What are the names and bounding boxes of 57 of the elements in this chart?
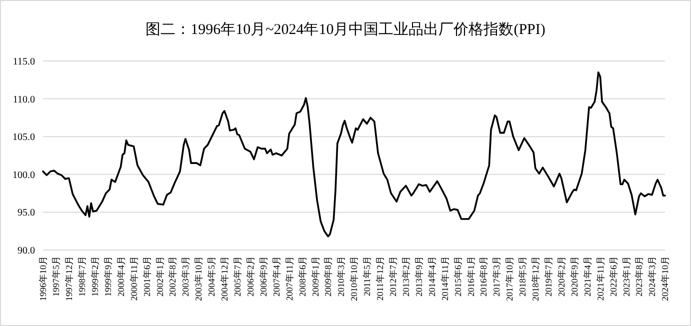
x-tick-label: 2023年8月 [634, 256, 644, 296]
chart-title: 图二：1996年10月~2024年10月中国工业品出厂价格指数(PPI) [146, 21, 546, 38]
x-tick-label: 2015年6月 [452, 256, 463, 296]
x-tick-label: 2013年9月 [414, 256, 424, 296]
x-tick-label: 2010年3月 [336, 256, 346, 296]
y-tick-label: 90.0 [18, 246, 35, 256]
x-tick-label: 1999年2月 [90, 256, 100, 296]
x-tick-label: 1996年10月 [38, 256, 48, 301]
x-tick-label: 2018年12月 [530, 256, 541, 301]
x-tick-label: 2017年3月 [492, 256, 502, 296]
x-tick-label: 2014年4月 [426, 256, 437, 296]
x-tick-label: 2006年9月 [258, 256, 268, 296]
line-series [42, 71, 666, 238]
x-tick-label: 2000年11月 [128, 256, 139, 301]
x-tick-label: 2012年7月 [388, 256, 398, 296]
x-tick-label: 2014年11月 [440, 256, 450, 301]
y-tick-label: 110.0 [12, 94, 35, 106]
x-tick-label: 1997年5月 [51, 256, 62, 296]
x-tick-label: 2004年5月 [206, 256, 217, 296]
x-tick-label: 2009年1月 [310, 256, 320, 296]
x-tick-label: 2007年4月 [271, 256, 282, 296]
x-tick-label: 2002年1月 [154, 256, 165, 296]
y-tick-label: 105.0 [12, 132, 35, 144]
x-tick-label: 2016年8月 [478, 256, 489, 296]
x-tick-label: 2007年11月 [284, 256, 294, 301]
x-tick-label: 2011年12月 [375, 256, 386, 301]
x-tick-label: 2003年10月 [194, 256, 204, 301]
x-tick-label: 2023年1月 [621, 256, 632, 296]
y-tick-label: 115.0 [12, 56, 35, 68]
x-tick-label: 2017年10月 [504, 256, 515, 301]
x-tick-label: 2022年6月 [608, 256, 618, 296]
x-tick-label: 2024年3月 [647, 256, 658, 296]
x-tick-label: 2013年2月 [401, 256, 412, 296]
x-tick-label: 2008年6月 [297, 256, 308, 296]
x-tick-label: 2024年10月 [660, 256, 670, 301]
x-tick-label: 2001年6月 [142, 256, 152, 296]
x-tick-label: 2002年8月 [168, 256, 178, 296]
x-tick-label: 1998年7月 [76, 256, 87, 296]
x-tick-label: 1999年9月 [102, 256, 113, 296]
x-tick-label: 2018年5月 [518, 256, 528, 296]
x-tick-label: 2004年12月 [220, 256, 230, 301]
x-tick-label: 2020年2月 [556, 256, 567, 296]
x-tick-label: 2021年4月 [582, 256, 592, 296]
x-tick-label: 2009年8月 [323, 256, 334, 296]
x-tick-label: 2006年2月 [246, 256, 256, 296]
x-tick-label: 2016年1月 [466, 256, 476, 296]
x-tick-label: 2021年11月 [595, 256, 606, 301]
x-tick-label: 2003年3月 [180, 256, 191, 296]
x-tick-label: 2005年7月 [232, 256, 242, 296]
x-tick-label: 2019年7月 [543, 256, 554, 296]
x-tick-label: 1997年12月 [64, 256, 74, 301]
x-tick-label: 2011年5月 [362, 256, 372, 296]
y-tick-label: 95.0 [18, 208, 35, 219]
x-tick-label: 2020年9月 [569, 256, 580, 296]
y-tick-label: 100.0 [12, 170, 35, 181]
x-tick-label: 2000年4月 [116, 256, 126, 296]
x-tick-label: 2010年10月 [349, 256, 360, 301]
